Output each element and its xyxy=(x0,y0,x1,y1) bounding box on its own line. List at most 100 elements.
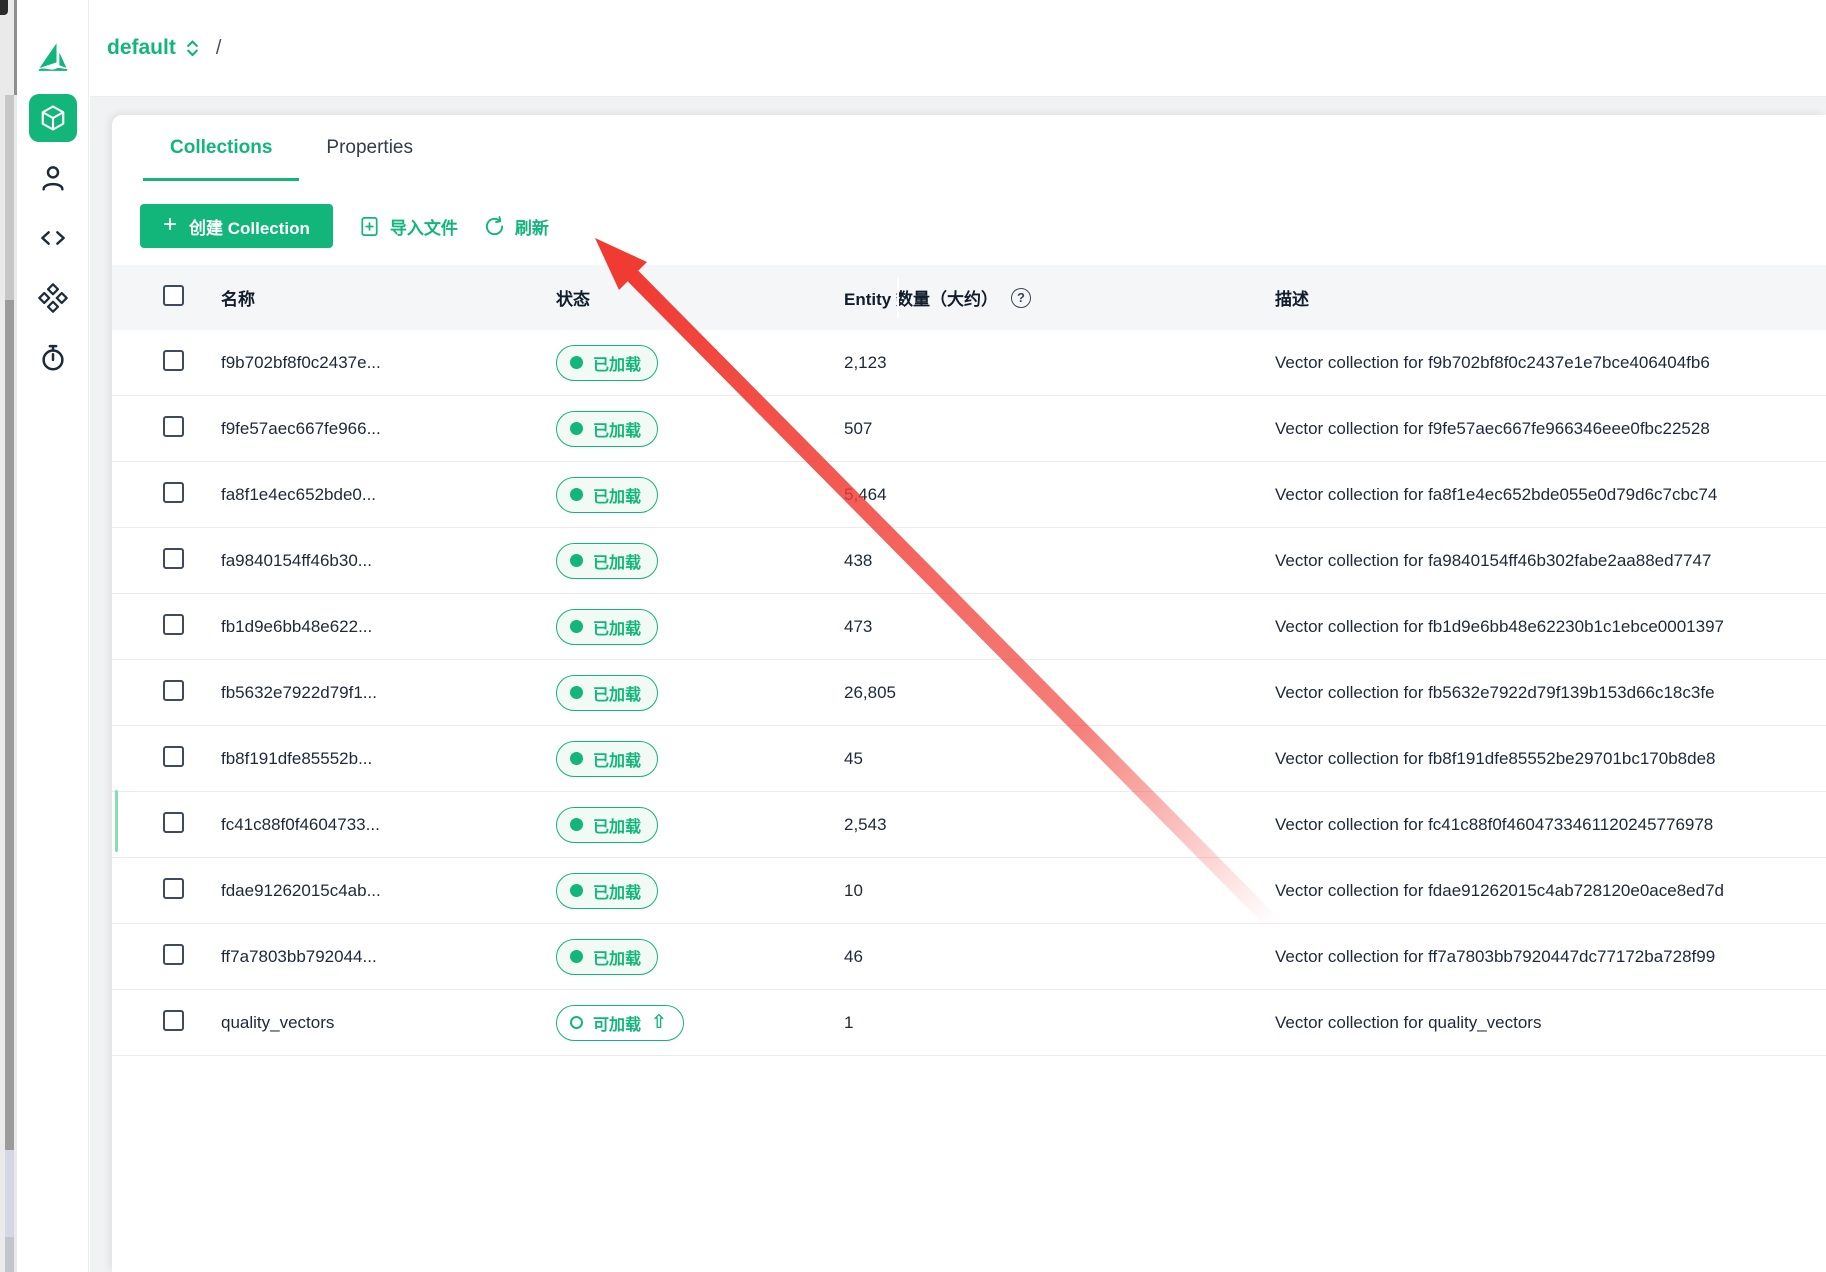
table-row: fb1d9e6bb48e622... 已加载 ⇧ 473 Vector coll… xyxy=(112,594,1826,660)
sidebar-item-playground[interactable] xyxy=(29,214,77,262)
collection-description: Vector collection for fb5632e7922d79f139… xyxy=(1275,682,1715,702)
collection-name-link[interactable]: f9fe57aec667fe966... xyxy=(221,418,381,438)
collection-description: Vector collection for fdae91262015c4ab72… xyxy=(1275,880,1724,900)
background-window-edge xyxy=(0,0,17,1272)
collection-name-link[interactable]: f9b702bf8f0c2437e... xyxy=(221,352,381,372)
database-cube-icon xyxy=(41,105,64,131)
tab-bar: Collections Properties xyxy=(143,115,1826,181)
status-badge[interactable]: 可加载 ⇧ xyxy=(556,1004,684,1041)
collection-name-link[interactable]: ff7a7803bb792044... xyxy=(221,946,377,966)
select-all-checkbox[interactable] xyxy=(163,284,184,306)
refresh-button[interactable]: 刷新 xyxy=(483,214,549,239)
sidebar-item-jobs[interactable] xyxy=(29,334,77,382)
diamonds-icon xyxy=(37,283,68,313)
collection-name-link[interactable]: fb5632e7922d79f1... xyxy=(221,682,377,702)
status-dot-icon xyxy=(570,950,583,963)
status-label: 已加载 xyxy=(593,356,642,374)
tab-properties-label: Properties xyxy=(326,137,414,158)
collection-name-link[interactable]: fa9840154ff46b30... xyxy=(221,550,372,570)
row-checkbox[interactable] xyxy=(163,547,184,569)
entity-count: 507 xyxy=(844,418,873,438)
load-up-icon: ⇧ xyxy=(651,1012,667,1033)
collection-description: Vector collection for fa8f1e4ec652bde055… xyxy=(1275,484,1718,504)
status-badge[interactable]: 已加载 ⇧ xyxy=(556,542,659,579)
database-selector[interactable]: default xyxy=(107,36,176,59)
entity-count: 26,805 xyxy=(844,682,896,702)
collection-description: Vector collection for f9fe57aec667fe9663… xyxy=(1275,418,1710,438)
status-badge[interactable]: 已加载 ⇧ xyxy=(556,872,659,909)
collections-panel: Collections Properties + 创建 Collection xyxy=(112,115,1826,1272)
header-status: 状态 xyxy=(556,290,590,309)
status-badge[interactable]: 已加载 ⇧ xyxy=(556,740,659,777)
tab-collections[interactable]: Collections xyxy=(143,115,300,181)
status-badge[interactable]: 已加载 ⇧ xyxy=(556,938,659,975)
status-dot-icon xyxy=(570,818,583,831)
collection-description: Vector collection for f9b702bf8f0c2437e1… xyxy=(1275,352,1710,372)
status-dot-icon xyxy=(570,620,583,633)
header-name: 名称 xyxy=(221,290,255,309)
status-label: 已加载 xyxy=(593,818,642,836)
help-icon[interactable]: ? xyxy=(1010,287,1031,308)
status-label: 已加载 xyxy=(593,554,642,572)
breadcrumb-separator: / xyxy=(215,36,222,59)
row-checkbox[interactable] xyxy=(163,1009,184,1031)
status-badge[interactable]: 已加载 ⇧ xyxy=(556,476,659,513)
table-row: fa9840154ff46b30... 已加载 ⇧ 438 Vector col… xyxy=(112,528,1826,594)
sidebar-item-collections[interactable] xyxy=(28,94,77,142)
row-checkbox[interactable] xyxy=(163,349,184,371)
table-row: ff7a7803bb792044... 已加载 ⇧ 46 Vector coll… xyxy=(112,924,1826,990)
refresh-label: 刷新 xyxy=(514,218,549,238)
collection-description: Vector collection for fa9840154ff46b302f… xyxy=(1275,550,1712,570)
active-tab-indicator xyxy=(143,178,300,181)
collection-name-link[interactable]: quality_vectors xyxy=(221,1012,335,1032)
row-checkbox[interactable] xyxy=(163,943,184,965)
collection-description: Vector collection for fb1d9e6bb48e62230b… xyxy=(1275,616,1724,636)
status-badge[interactable]: 已加载 ⇧ xyxy=(556,344,659,381)
entity-count: 473 xyxy=(844,616,873,636)
tab-collections-label: Collections xyxy=(170,137,273,158)
app-logo[interactable] xyxy=(33,36,73,76)
collection-name-link[interactable]: fdae91262015c4ab... xyxy=(221,880,381,900)
create-collection-label: 创建 Collection xyxy=(189,218,310,238)
collection-name-link[interactable]: fa8f1e4ec652bde0... xyxy=(221,484,377,504)
row-checkbox[interactable] xyxy=(163,745,184,767)
table-header: 名称 状态 Entity 数量（大约） ? 描述 xyxy=(112,265,1826,330)
row-checkbox[interactable] xyxy=(163,481,184,503)
sidebar-item-segments[interactable] xyxy=(29,274,77,322)
table-row: fb5632e7922d79f1... 已加载 ⇧ 26,805 Vector … xyxy=(112,660,1826,726)
sidebar-item-users[interactable] xyxy=(29,154,77,202)
table-row: f9fe57aec667fe966... 已加载 ⇧ 507 Vector co… xyxy=(112,396,1826,462)
toolbar: + 创建 Collection 导入文件 刷新 xyxy=(140,204,1826,248)
collection-name-link[interactable]: fc41c88f0f4604733... xyxy=(221,814,380,834)
status-label: 已加载 xyxy=(593,884,642,902)
scroll-indicator[interactable] xyxy=(115,790,118,852)
row-checkbox[interactable] xyxy=(163,613,184,635)
green-sail-logo-icon xyxy=(38,43,67,71)
row-checkbox[interactable] xyxy=(163,811,184,833)
row-checkbox[interactable] xyxy=(163,877,184,899)
status-badge[interactable]: 已加载 ⇧ xyxy=(556,608,659,645)
status-dot-icon xyxy=(570,356,583,369)
status-badge[interactable]: 已加载 ⇧ xyxy=(556,674,659,711)
status-dot-icon xyxy=(570,488,583,501)
entity-count: 2,543 xyxy=(844,814,887,834)
collection-name-link[interactable]: fb1d9e6bb48e622... xyxy=(221,616,373,636)
entity-count: 2,123 xyxy=(844,352,887,372)
database-switch-icon[interactable] xyxy=(185,37,200,59)
collection-name-link[interactable]: fb8f191dfe85552b... xyxy=(221,748,373,768)
create-collection-button[interactable]: + 创建 Collection xyxy=(140,204,333,248)
plus-icon: + xyxy=(163,211,178,238)
collection-description: Vector collection for quality_vectors xyxy=(1275,1012,1542,1032)
status-badge[interactable]: 已加载 ⇧ xyxy=(556,806,659,843)
status-badge[interactable]: 已加载 ⇧ xyxy=(556,410,659,447)
stopwatch-icon xyxy=(41,344,64,371)
import-file-button[interactable]: 导入文件 xyxy=(358,214,458,239)
row-checkbox[interactable] xyxy=(163,415,184,437)
table-row: fdae91262015c4ab... 已加载 ⇧ 10 Vector coll… xyxy=(112,858,1826,924)
sidebar xyxy=(17,0,89,1272)
row-checkbox[interactable] xyxy=(163,679,184,701)
status-label: 已加载 xyxy=(593,752,642,770)
tab-properties[interactable]: Properties xyxy=(299,115,440,181)
background-glyph xyxy=(0,0,8,15)
